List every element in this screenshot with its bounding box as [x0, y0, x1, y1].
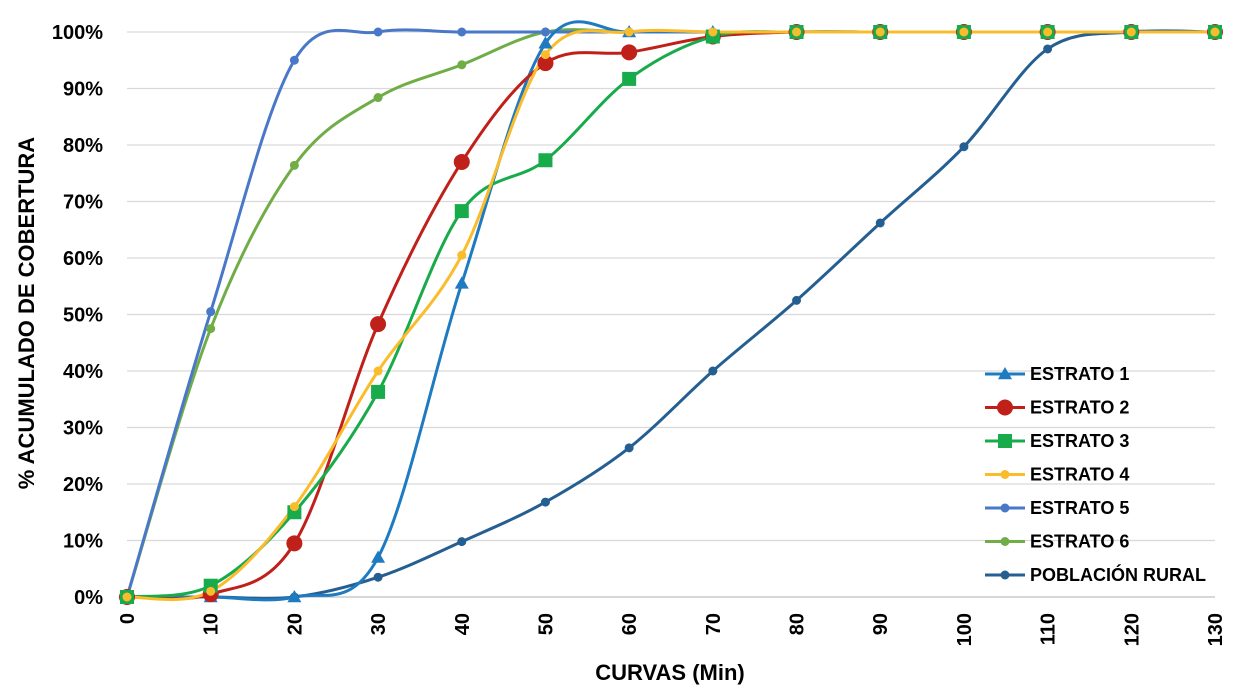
y-axis-title: % ACUMULADO DE COBERTURA: [14, 137, 39, 490]
y-tick-label: 60%: [63, 248, 103, 270]
data-point: [998, 367, 1012, 380]
y-tick-label: 80%: [63, 135, 103, 157]
y-tick-label: 70%: [63, 192, 103, 214]
x-tick-label: 10: [201, 613, 223, 635]
data-point: [998, 434, 1012, 448]
x-tick-label: 30: [368, 613, 390, 635]
y-tick-label: 30%: [63, 418, 103, 440]
x-tick-labels: 0 10 20 30 40 50 60 70 80 90 100 110 120 130: [117, 613, 1227, 646]
legend-label: ESTRATO 6: [1030, 532, 1129, 552]
data-point: [286, 535, 303, 552]
data-point: [457, 27, 467, 37]
data-point: [621, 44, 638, 61]
y-tick-label: 20%: [63, 474, 103, 496]
data-point: [540, 27, 550, 37]
data-point: [538, 153, 553, 168]
y-tick-label: 100%: [52, 22, 103, 44]
data-point: [454, 204, 469, 219]
data-point: [1000, 503, 1010, 513]
legend-label: ESTRATO 4: [1030, 465, 1129, 485]
x-tick-label: 0: [117, 613, 139, 624]
data-point: [959, 142, 969, 152]
legend-label: ESTRATO 2: [1030, 398, 1129, 418]
data-point: [792, 27, 802, 37]
y-tick-label: 40%: [63, 361, 103, 383]
data-point: [371, 550, 386, 563]
data-point: [370, 316, 387, 333]
data-point: [1043, 27, 1053, 37]
data-point: [373, 366, 383, 376]
x-tick-label: 80: [787, 613, 809, 635]
data-point: [373, 27, 383, 37]
data-point: [1000, 570, 1010, 580]
legend-item: ESTRATO 2: [985, 398, 1129, 418]
data-point: [453, 153, 470, 170]
data-point: [1000, 537, 1010, 546]
data-point: [373, 572, 383, 582]
x-tick-label: 70: [703, 613, 725, 635]
data-point: [792, 295, 802, 305]
legend-label: ESTRATO 5: [1030, 498, 1129, 518]
y-tick-labels: 0% 10% 20% 30% 40% 50% 60% 70% 80% 90% 100%: [52, 22, 103, 609]
legend-label: POBLACIÓN RURAL: [1030, 564, 1206, 585]
data-point: [457, 250, 467, 260]
series-markers-group: [122, 27, 1220, 602]
x-tick-label: 60: [619, 613, 641, 635]
data-point: [457, 537, 467, 547]
data-point: [875, 27, 885, 37]
x-axis-title: CURVAS (Min): [595, 660, 745, 685]
data-point: [708, 366, 718, 376]
x-tick-label: 130: [1205, 613, 1227, 646]
data-point: [875, 218, 885, 228]
data-point: [371, 384, 386, 399]
data-point: [708, 27, 718, 37]
data-point: [624, 27, 634, 37]
data-point: [289, 502, 299, 512]
legend-item: ESTRATO 3: [985, 431, 1129, 451]
data-point: [1210, 27, 1220, 37]
data-point: [457, 60, 467, 70]
data-point: [289, 160, 299, 170]
data-point: [538, 36, 553, 49]
legend-item: ESTRATO 1: [985, 364, 1129, 384]
x-tick-label: 120: [1121, 613, 1143, 646]
x-tick-label: 110: [1038, 613, 1060, 645]
data-point: [287, 590, 302, 603]
x-tick-label: 100: [954, 613, 976, 646]
y-tick-label: 90%: [63, 79, 103, 101]
y-tick-label: 0%: [74, 587, 103, 609]
data-point: [997, 399, 1013, 416]
legend-item: ESTRATO 4: [985, 465, 1129, 485]
data-point: [373, 93, 383, 103]
y-tick-label: 50%: [63, 305, 103, 327]
data-point: [959, 27, 969, 37]
data-point: [622, 71, 637, 86]
x-tick-label: 20: [284, 613, 306, 635]
data-point: [289, 55, 299, 65]
data-point: [537, 55, 554, 72]
legend: ESTRATO 1 ESTRATO 2 ESTRATO 3 ESTRATO 4 ESTR…: [985, 364, 1206, 585]
legend-label: ESTRATO 3: [1030, 431, 1129, 451]
legend-item: ESTRATO 6: [985, 532, 1129, 552]
legend-item: ESTRATO 5: [985, 498, 1129, 518]
data-point: [454, 276, 469, 289]
data-point: [122, 592, 132, 602]
data-point: [206, 307, 216, 317]
data-point: [1043, 44, 1053, 54]
data-point: [206, 586, 216, 596]
legend-label: ESTRATO 1: [1030, 364, 1129, 384]
series-markers: [119, 24, 1223, 605]
data-point: [540, 50, 550, 60]
x-tick-label: 40: [452, 613, 474, 635]
x-tick-label: 50: [535, 613, 557, 635]
data-point: [206, 324, 216, 334]
legend-item: POBLACIÓN RURAL: [985, 564, 1206, 585]
data-point: [624, 443, 634, 453]
x-tick-label: 90: [870, 613, 892, 635]
data-point: [1000, 470, 1010, 479]
y-tick-label: 10%: [63, 531, 103, 553]
data-point: [1126, 27, 1136, 37]
data-point: [540, 497, 550, 507]
